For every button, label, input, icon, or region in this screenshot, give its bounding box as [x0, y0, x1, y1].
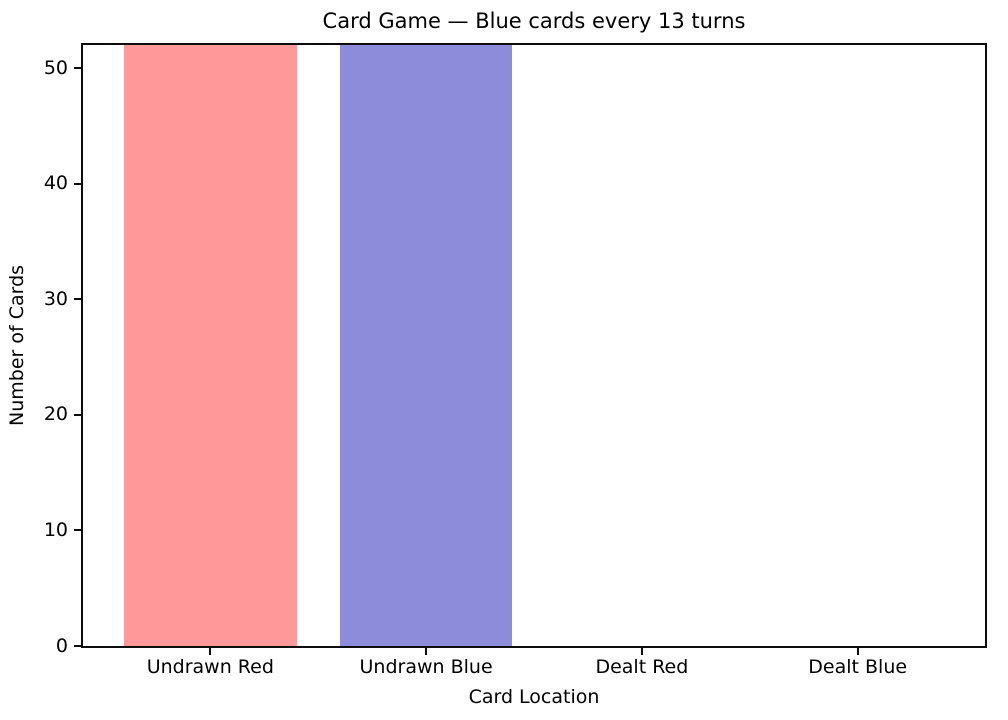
y-tick-label-0: 0	[55, 634, 68, 657]
y-tick-label-40: 40	[43, 172, 68, 195]
plot-area: Undrawn Red Undrawn Blue Dealt Red Dealt Bl…	[44, 43, 987, 678]
chart-title: Card Game — Blue cards every 13 turns	[322, 9, 746, 33]
y-tick-label-50: 50	[43, 56, 68, 79]
y-tick-mark	[74, 413, 81, 416]
y-tick-mark	[74, 298, 81, 301]
y-tick-mark	[74, 529, 81, 532]
x-tick-mark	[640, 648, 643, 655]
bar-undrawn-blue	[339, 45, 513, 646]
x-tick-mark	[209, 648, 212, 655]
y-tick-label-10: 10	[43, 518, 68, 541]
y-tick-label-30: 30	[43, 287, 68, 310]
x-tick-mark	[425, 648, 428, 655]
y-tick-mark	[74, 182, 81, 185]
x-tick-label-undrawn-red: Undrawn Red	[146, 656, 274, 678]
y-tick-mark	[74, 67, 81, 70]
x-tick-label-dealt-blue: Dealt Blue	[808, 656, 908, 678]
x-tick-mark	[856, 648, 859, 655]
y-tick-mark	[74, 645, 81, 647]
x-tick-label-undrawn-blue: Undrawn Blue	[359, 656, 493, 678]
bar-undrawn-red	[124, 45, 297, 646]
x-axis-label: Card Location	[468, 686, 600, 708]
y-axis-label: Number of Cards	[6, 264, 28, 427]
y-tick-label-20: 20	[43, 403, 68, 426]
x-tick-label-dealt-red: Dealt Red	[595, 656, 689, 678]
